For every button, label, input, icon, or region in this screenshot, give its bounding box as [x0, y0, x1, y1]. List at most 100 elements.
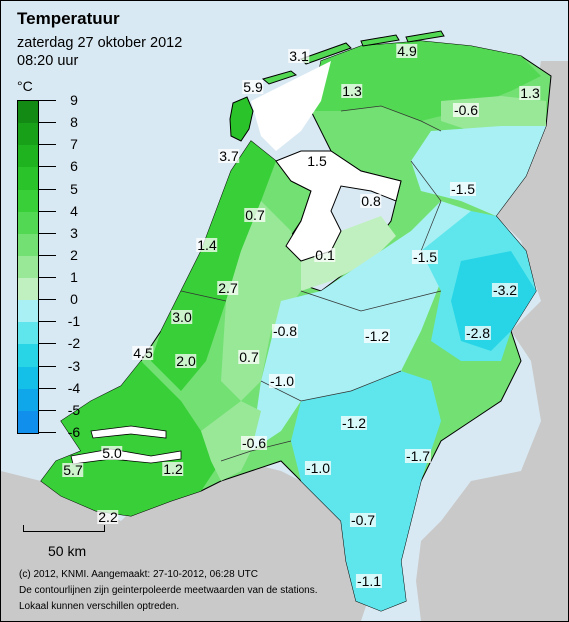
legend-tick-line: [38, 166, 56, 168]
legend-tick-line: [38, 321, 56, 323]
station-hoek-van-holland: 4.5: [132, 345, 154, 361]
legend-swatch: [18, 322, 38, 345]
legend-tick-label: -5: [67, 401, 81, 418]
station-maastricht: -1.1: [355, 573, 383, 589]
legend-tick-label: 2: [70, 246, 78, 263]
band-teal-south: [291, 371, 441, 611]
band-light-green-center: [301, 216, 396, 291]
map-title: Temperatuur: [17, 9, 120, 28]
legend-tick-line: [38, 122, 56, 124]
water-scheldt-west: [70, 448, 182, 465]
legend-tick-line: [38, 254, 56, 256]
legend-tick-label: 9: [70, 92, 78, 108]
station-valkenburg: 3.0: [171, 309, 193, 325]
province-borders: [180, 105, 442, 462]
station-noordoostpolder: 0.8: [360, 193, 382, 209]
legend-tick-line: [38, 387, 56, 389]
legend-tick-line: [38, 144, 56, 146]
legend-unit: °C: [17, 78, 33, 94]
legend-tick-line: [38, 100, 56, 101]
station-herwijnen: -1.0: [268, 373, 296, 389]
scale-bar: [23, 525, 105, 532]
legend-tick-label: 0: [70, 291, 78, 308]
station-wilhelminadorp: 5.0: [101, 445, 123, 461]
footer-copyright: (c) 2012, KNMI. Aangemaakt: 27-10-2012, …: [19, 569, 259, 580]
station-den-helder: 3.7: [218, 148, 240, 164]
station-groningen-coast: 1.3: [519, 85, 541, 101]
legend-swatch: [18, 189, 38, 212]
legend-tick-label: -3: [67, 357, 81, 374]
legend-tick-label: 3: [70, 224, 78, 241]
legend-tick-label: -1: [67, 313, 81, 330]
station-hupsel: -2.8: [464, 325, 492, 341]
legend-swatch: [18, 278, 38, 301]
station-heino: -1.5: [411, 249, 439, 265]
legend-tick-line: [38, 299, 56, 301]
legend-swatch: [18, 101, 38, 124]
map-time: 08:20 uur: [17, 53, 79, 69]
island-vlieland: [261, 70, 298, 85]
legend-swatch: [18, 123, 38, 146]
band-west-coast: [151, 141, 276, 391]
station-twenthe: -3.2: [491, 282, 519, 298]
scale-label: 50 km: [48, 543, 87, 559]
legend-tick-label: 5: [70, 180, 78, 197]
legend-swatch: [18, 366, 38, 389]
station-lelystad: 0.1: [314, 247, 336, 263]
station-de-bilt: -0.8: [271, 323, 299, 339]
legend-tick-label: -2: [67, 335, 81, 352]
station-groningen: -0.6: [452, 102, 480, 118]
legend-tick-line: [38, 232, 56, 234]
island-ameland: [360, 34, 400, 47]
water-wadden: [251, 61, 331, 151]
legend-swatch: [18, 233, 38, 256]
station-eindhoven: -1.0: [304, 460, 332, 476]
legend-tick-line: [38, 277, 56, 279]
footer-note-1: De contourlijnen zijn geinterpoleerde me…: [19, 585, 318, 596]
legend-swatch: [18, 388, 38, 411]
legend-swatch: [18, 300, 38, 323]
legend-tick-line: [38, 365, 56, 367]
station-gilze-rijen: -0.6: [240, 435, 268, 451]
legend-swatch: [18, 344, 38, 367]
footer-note-2: Lokaal kunnen verschillen optreden.: [19, 601, 180, 612]
water-ijsselmeer: [275, 150, 402, 262]
legend-tick-line: [38, 343, 56, 345]
legend-swatch: [18, 410, 38, 433]
legend-tick-line: [38, 409, 56, 411]
map-date: zaterdag 27 oktober 2012: [17, 35, 183, 51]
station-woensdrecht: 1.2: [162, 461, 184, 477]
legend-tick-label: 4: [70, 202, 78, 219]
legend-tick-label: 6: [70, 158, 78, 175]
island-texel: [229, 96, 254, 142]
station-ell: -1.7: [404, 448, 432, 464]
legend-tick-line: [38, 431, 56, 433]
legend-tick-label: 1: [70, 269, 78, 286]
station-rotterdam: 2.0: [175, 353, 197, 369]
land-belgium: [1, 461, 381, 621]
band-green-southwest: [41, 361, 221, 516]
legend-tick-label: 8: [70, 114, 78, 131]
station-schiermonnikoog: 4.9: [396, 43, 418, 59]
station-vlieland: 3.1: [288, 48, 310, 64]
station-cabauw: 0.7: [238, 349, 260, 365]
island-schiermonnikoog: [405, 30, 445, 43]
station-arcen: -0.7: [349, 512, 377, 528]
station-ijmuiden: 1.4: [196, 237, 218, 253]
legend-swatch: [18, 167, 38, 190]
station-stavoren: 1.5: [306, 153, 328, 169]
station-volkel: -1.2: [340, 415, 368, 431]
station-schiphol: 2.7: [217, 280, 239, 296]
legend-tick-line: [38, 210, 56, 212]
legend-swatch: [18, 255, 38, 278]
legend-swatch: [18, 211, 38, 234]
station-friesland: 1.3: [341, 83, 363, 99]
station-hoogeveen: -1.5: [449, 181, 477, 197]
station-deelen: -1.2: [363, 328, 391, 344]
station-vlissingen: 5.7: [62, 462, 84, 478]
station-texel: 5.9: [242, 79, 264, 95]
station-berkhout: 0.7: [244, 207, 266, 223]
station-westdorpe: 2.2: [97, 509, 119, 525]
legend-tick-label: -4: [67, 379, 81, 396]
